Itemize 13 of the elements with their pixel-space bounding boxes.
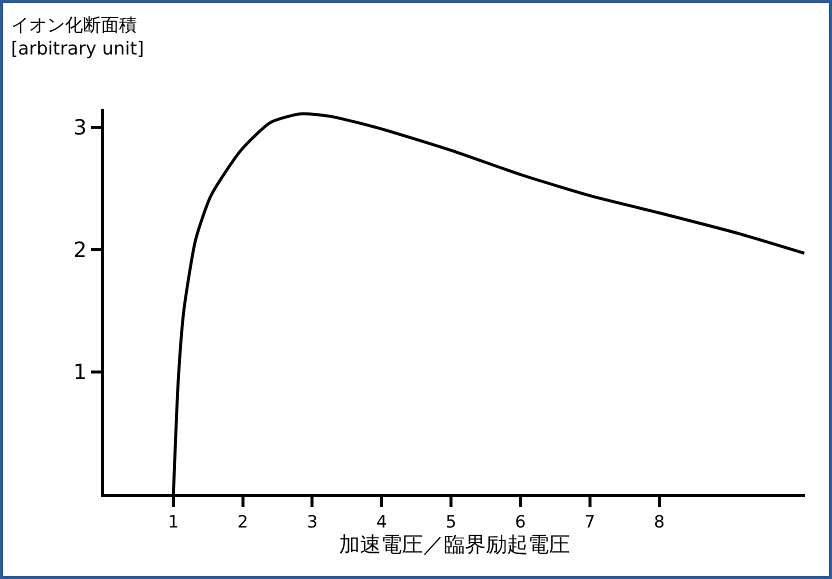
x-tick-label: 1 (168, 512, 179, 532)
y-tick-label: 1 (73, 360, 87, 384)
x-tick-label: 3 (306, 512, 318, 532)
y-axis-title: イオン化断面積 [arbitrary unit] (11, 15, 144, 60)
x-axis-title: 加速電圧／臨界励起電圧 (339, 532, 570, 556)
x-tick-label: 2 (237, 512, 248, 532)
x-tick-label: 6 (515, 512, 526, 532)
x-tick-label: 5 (446, 512, 456, 532)
y-tick-label: 3 (73, 116, 87, 140)
x-tick-label: 7 (584, 512, 596, 532)
y-tick-label: 2 (73, 238, 87, 262)
x-tick-label: 8 (654, 512, 665, 532)
x-tick-label: 4 (376, 512, 388, 532)
